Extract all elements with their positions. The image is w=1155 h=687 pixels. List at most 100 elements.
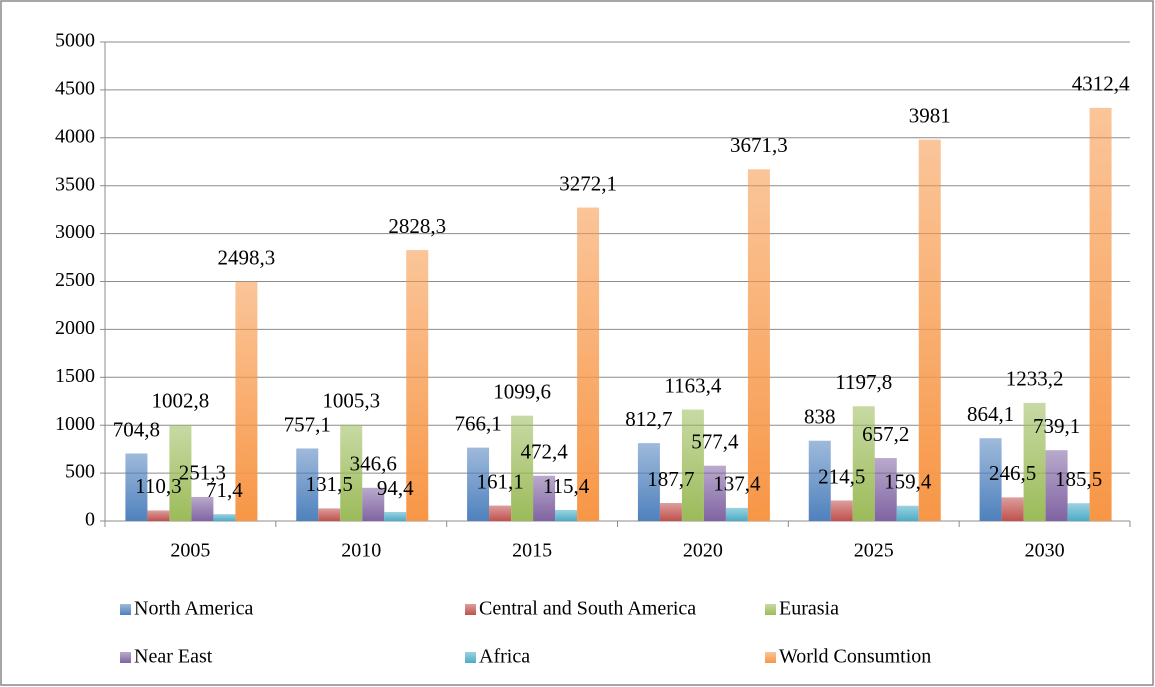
- data-label: 1005,3: [322, 389, 380, 413]
- y-tick-label: 0: [85, 509, 95, 531]
- bar: [747, 169, 770, 521]
- bar: [659, 503, 682, 521]
- bar: [125, 453, 148, 521]
- data-label: 2828,3: [388, 214, 446, 238]
- bar: [1089, 107, 1112, 522]
- bar: [318, 508, 341, 521]
- data-label: 3671,3: [730, 133, 788, 157]
- bar: [384, 511, 407, 521]
- data-label: 214,5: [818, 464, 865, 488]
- data-label: 757,1: [284, 412, 331, 436]
- data-label: 159,4: [884, 470, 932, 494]
- bar: [191, 496, 214, 521]
- data-label: 137,4: [713, 472, 761, 496]
- x-tick-label: 2005: [170, 540, 210, 562]
- y-tick-label: 4000: [55, 125, 95, 147]
- data-label: 115,4: [543, 474, 590, 498]
- data-label: 838: [804, 405, 836, 429]
- legend-label: Central and South America: [479, 598, 696, 620]
- x-tick-label: 2010: [341, 540, 381, 562]
- legend-swatch: [465, 604, 476, 615]
- legend-label: Africa: [479, 646, 530, 668]
- data-label: 94,4: [377, 476, 414, 500]
- data-label: 472,4: [520, 440, 568, 464]
- y-tick-label: 4500: [55, 77, 95, 99]
- y-tick-label: 5000: [55, 30, 95, 52]
- bar: [406, 250, 429, 521]
- x-tick-label: 2025: [854, 540, 894, 562]
- bar: [489, 505, 512, 521]
- data-label: 71,4: [206, 478, 243, 502]
- data-label: 1233,2: [1006, 367, 1064, 391]
- data-label: 251,3: [179, 461, 226, 485]
- legend-swatch: [120, 652, 131, 663]
- data-label: 1002,8: [152, 389, 210, 413]
- data-label: 161,1: [476, 469, 523, 493]
- data-label: 2498,3: [218, 245, 276, 269]
- bar: [555, 509, 578, 521]
- bar: [1023, 402, 1046, 521]
- bar: [874, 458, 897, 521]
- bar: [637, 443, 660, 521]
- data-label: 766,1: [454, 411, 501, 435]
- y-tick-label: 3000: [55, 221, 95, 243]
- legend-label: North America: [134, 598, 254, 620]
- data-label: 131,5: [306, 472, 353, 496]
- data-label: 704,8: [113, 417, 160, 441]
- data-label: 110,3: [135, 474, 181, 498]
- data-label: 577,4: [691, 429, 739, 453]
- bar: [830, 500, 853, 521]
- bar: [362, 487, 385, 521]
- data-label: 4312,4: [1072, 72, 1130, 96]
- legend-swatch: [765, 652, 776, 663]
- data-label: 1099,6: [493, 379, 551, 403]
- bar: [147, 510, 170, 521]
- data-label: 3272,1: [559, 171, 617, 195]
- bar: [235, 281, 258, 521]
- legend-label: Near East: [134, 646, 213, 668]
- bar: [979, 438, 1002, 521]
- data-label: 657,2: [862, 422, 909, 446]
- bar: [1045, 450, 1068, 521]
- legend-swatch: [465, 652, 476, 663]
- legend-swatch: [765, 604, 776, 615]
- bar: [852, 406, 875, 521]
- bar: [918, 139, 941, 522]
- data-label: 187,7: [647, 467, 694, 491]
- bar: [296, 448, 319, 521]
- data-label: 246,5: [989, 461, 1036, 485]
- y-tick-label: 2500: [55, 269, 95, 291]
- bar: [703, 465, 726, 521]
- bar: [467, 447, 490, 521]
- data-label: 1197,8: [835, 370, 892, 394]
- data-label: 812,7: [625, 407, 672, 431]
- x-tick-label: 2030: [1025, 540, 1065, 562]
- bar: [340, 424, 363, 521]
- bar: [1067, 503, 1090, 521]
- bar: [169, 424, 192, 521]
- bar: [1001, 497, 1024, 521]
- data-label: 864,1: [967, 402, 1014, 426]
- bar: [577, 207, 600, 521]
- bar: [896, 505, 919, 521]
- data-label: 185,5: [1055, 467, 1102, 491]
- bar: [533, 475, 556, 521]
- data-label: 1163,4: [664, 373, 721, 397]
- legend-label: Eurasia: [779, 598, 839, 620]
- x-tick-label: 2015: [512, 540, 552, 562]
- y-tick-label: 500: [65, 461, 95, 483]
- y-tick-label: 1500: [55, 365, 95, 387]
- x-tick-label: 2020: [683, 540, 723, 562]
- bar: [681, 409, 704, 521]
- data-label: 3981: [909, 103, 951, 127]
- data-label: 739,1: [1033, 414, 1080, 438]
- bar: [808, 440, 831, 521]
- y-tick-label: 3500: [55, 173, 95, 195]
- bar: [511, 415, 534, 521]
- bar: [725, 507, 748, 521]
- data-label: 346,6: [350, 452, 397, 476]
- bar: [213, 514, 236, 521]
- legend-label: World Consumtion: [779, 646, 931, 668]
